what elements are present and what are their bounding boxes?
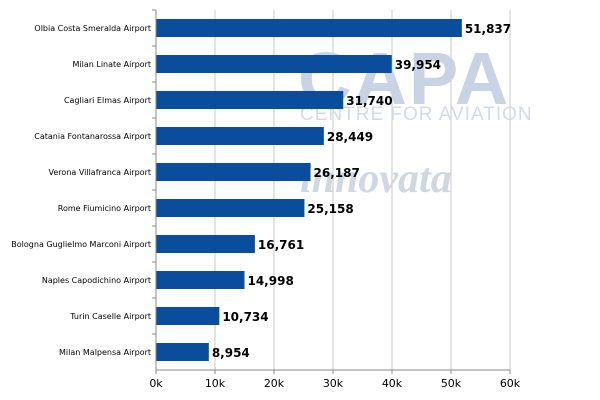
category-label: Milan Linate Airport: [73, 60, 152, 69]
category-label: Bologna Guglielmo Marconi Airport: [11, 240, 151, 249]
data-label: 16,761: [258, 238, 304, 252]
watermark: CAPA CENTRE FOR AVIATION innovata: [298, 37, 533, 202]
x-tick-label: 30k: [323, 377, 344, 390]
data-label: 51,837: [465, 22, 511, 36]
bar: [156, 199, 305, 217]
bar: [156, 163, 311, 181]
x-tick-label: 10k: [205, 377, 226, 390]
watermark-innovata-logo: innovata: [300, 156, 452, 202]
watermark-tagline: CENTRE FOR AVIATION: [300, 104, 533, 125]
data-label: 28,449: [327, 130, 373, 144]
category-label: Rome Fiumicino Airport: [58, 204, 151, 213]
x-tick-label: 60k: [500, 377, 521, 390]
bar: [156, 55, 392, 73]
x-tick-label: 0k: [149, 377, 163, 390]
bar: [156, 235, 255, 253]
x-tick-label: 40k: [382, 377, 403, 390]
data-label: 26,187: [314, 166, 360, 180]
category-label: Naples Capodichino Airport: [42, 276, 151, 285]
bar: [156, 307, 220, 325]
data-label: 8,954: [212, 346, 250, 360]
category-label: Milan Malpensa Airport: [59, 348, 151, 357]
bar: [156, 91, 344, 109]
x-tick-label: 50k: [441, 377, 462, 390]
x-tick-label: 20k: [264, 377, 285, 390]
category-label: Verona Villafranca Airport: [49, 168, 151, 177]
category-label: Turin Caselle Airport: [69, 312, 151, 321]
category-label: Cagliari Elmas Airport: [64, 96, 151, 105]
bar: [156, 343, 209, 361]
data-label: 14,998: [247, 274, 293, 288]
data-label: 31,740: [346, 94, 392, 108]
category-label: Olbia Costa Smeralda Airport: [34, 24, 151, 33]
axes: [152, 9, 511, 374]
labels: 0k 10k 20k 30k 40k 50k 60k Olbia Costa Smeralda…: [11, 22, 521, 390]
bar: [156, 19, 462, 37]
bar: [156, 127, 324, 145]
data-label: 10,734: [222, 310, 268, 324]
data-label: 39,954: [395, 58, 441, 72]
category-label: Catania Fontanarossa Airport: [34, 132, 151, 141]
bars: [156, 19, 462, 361]
bar: [156, 271, 245, 289]
data-label: 25,158: [307, 202, 353, 216]
